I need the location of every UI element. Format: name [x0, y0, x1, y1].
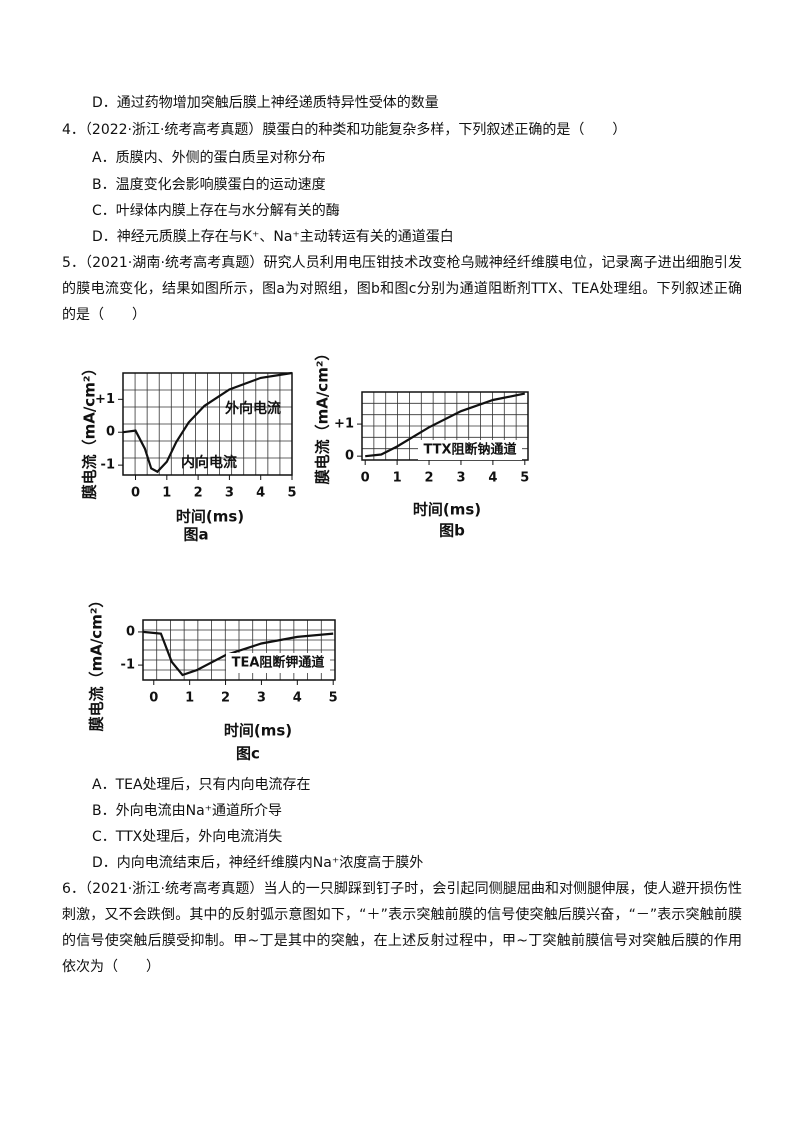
label-box — [418, 440, 522, 460]
option: B．温度变化会影响膜蛋白的运动速度 — [92, 177, 326, 193]
current-curve — [365, 392, 526, 458]
x-tick-label: 0 — [361, 471, 370, 486]
option: B．外向电流由Na⁺通道所介导 — [92, 803, 283, 819]
annotation: TTX阻断钠通道 — [423, 442, 516, 458]
option: C．叶绿体内膜上存在与水分解有关的酶 — [92, 203, 340, 219]
figure-caption: 图a — [183, 526, 208, 544]
plot-frame — [142, 619, 336, 681]
y-axis-label: 膜电流（mA/cm²） — [88, 593, 106, 732]
y-tick-label: 0 — [345, 449, 354, 464]
x-tick-label: 3 — [257, 691, 266, 706]
option: D．通过药物增加突触后膜上神经递质特异性受体的数量 — [92, 95, 439, 111]
y-tick-label: 0 — [126, 624, 135, 639]
x-tick-label: 5 — [287, 486, 296, 501]
question: 5．（2021·湖南·统考高考真题）研究人员利用电压钳技术改变枪乌贼神经纤维膜电… — [62, 255, 742, 323]
y-axis-label: 膜电流（mA/cm²） — [81, 361, 99, 500]
x-tick-label: 2 — [194, 486, 203, 501]
question: 6．（2021·浙江·统考高考真题）当人的一只脚踩到钉子时，会引起同侧腿屈曲和对… — [62, 881, 742, 975]
x-tick-label: 0 — [149, 691, 158, 706]
figure-caption: 图c — [236, 745, 260, 763]
x-tick-label: 5 — [329, 691, 338, 706]
y-tick-label: 0 — [106, 425, 115, 440]
option: C．TTX处理后，外向电流消失 — [92, 829, 283, 845]
x-tick-label: 5 — [520, 471, 529, 486]
x-tick-label: 3 — [456, 471, 465, 486]
option: D．神经元质膜上存在与K⁺、Na⁺主动转运有关的通道蛋白 — [92, 229, 454, 245]
x-tick-label: 0 — [131, 486, 140, 501]
option: D．内向电流结束后，神经纤维膜内Na⁺浓度高于膜外 — [92, 855, 424, 871]
x-tick-label: 1 — [393, 471, 402, 486]
x-tick-label: 1 — [162, 486, 171, 501]
x-tick-label: 2 — [221, 691, 230, 706]
figure-caption: 图b — [439, 522, 465, 540]
option: A．质膜内、外侧的蛋白质呈对称分布 — [92, 150, 326, 166]
y-axis-label: 膜电流（mA/cm²） — [314, 346, 332, 485]
y-tick-label: +1 — [334, 417, 354, 432]
option: A．TEA处理后，只有内向电流存在 — [92, 777, 311, 793]
plot-frame — [122, 372, 293, 476]
x-tick-label: 4 — [256, 486, 265, 501]
x-axis-label: 时间(ms) — [413, 501, 481, 519]
current-curve — [122, 371, 293, 474]
x-tick-label: 4 — [488, 471, 497, 486]
y-tick-label: +1 — [95, 392, 115, 407]
label-box — [226, 653, 330, 673]
y-tick-label: -1 — [121, 658, 135, 673]
annotation: TEA阻断钾通道 — [232, 655, 325, 671]
x-tick-label: 4 — [293, 691, 302, 706]
x-axis-label: 时间(ms) — [176, 508, 244, 526]
x-tick-label: 2 — [425, 471, 434, 486]
annotation: 外向电流 — [225, 400, 281, 417]
current-curve — [142, 630, 334, 677]
x-tick-label: 1 — [185, 691, 194, 706]
question: 4．（2022·浙江·统考高考真题）膜蛋白的种类和功能复杂多样，下列叙述正确的是… — [62, 122, 627, 138]
x-axis-label: 时间(ms) — [224, 722, 292, 740]
annotation: 内向电流 — [181, 454, 237, 471]
y-tick-label: -1 — [101, 458, 115, 473]
x-tick-label: 3 — [225, 486, 234, 501]
